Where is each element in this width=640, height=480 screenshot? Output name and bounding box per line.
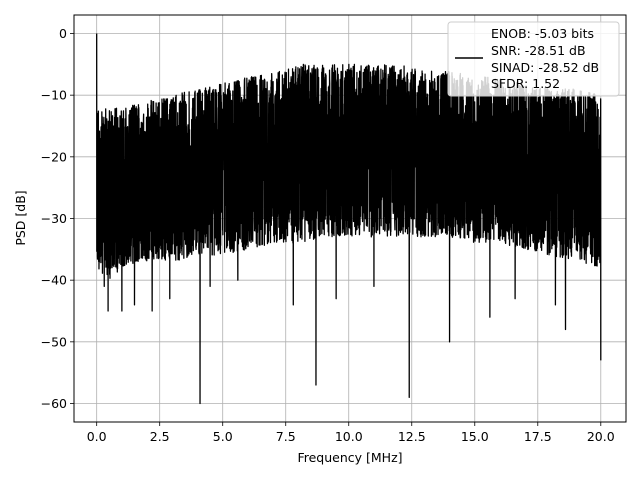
x-tick-label: 0.0 [87,429,107,444]
y-tick-label: −60 [41,396,67,411]
x-tick-label: 5.0 [213,429,233,444]
y-axis-label: PSD [dB] [13,190,28,245]
x-tick-label: 20.0 [587,429,615,444]
y-axis-ticks: 0 −10 −20 −30 −40 −50 −60 [41,26,74,411]
x-axis-ticks: 0.0 2.5 5.0 7.5 10.0 12.5 15.0 17.5 20.0 [87,422,615,444]
y-tick-label: −40 [41,273,67,288]
psd-series-line [96,33,602,405]
x-tick-label: 10.0 [335,429,363,444]
x-tick-label: 15.0 [461,429,489,444]
legend: ENOB: -5.03 bits SNR: -28.51 dB SINAD: -… [447,21,620,97]
y-tick-label: −50 [41,334,67,349]
legend-line-snr: SNR: -28.51 dB [491,43,586,58]
psd-trace [96,33,602,405]
legend-line-sinad: SINAD: -28.52 dB [491,60,599,75]
y-tick-label: −30 [41,211,67,226]
x-tick-label: 17.5 [524,429,552,444]
x-axis-label: Frequency [MHz] [297,450,402,465]
legend-line-sfdr: SFDR: 1.52 [491,76,560,91]
legend-line-enob: ENOB: -5.03 bits [491,26,594,41]
legend-box [447,21,620,97]
x-tick-label: 12.5 [398,429,426,444]
x-tick-label: 7.5 [276,429,296,444]
y-tick-label: 0 [59,26,67,41]
y-tick-label: −20 [41,149,67,164]
x-tick-label: 2.5 [150,429,170,444]
y-tick-label: −10 [41,88,67,103]
